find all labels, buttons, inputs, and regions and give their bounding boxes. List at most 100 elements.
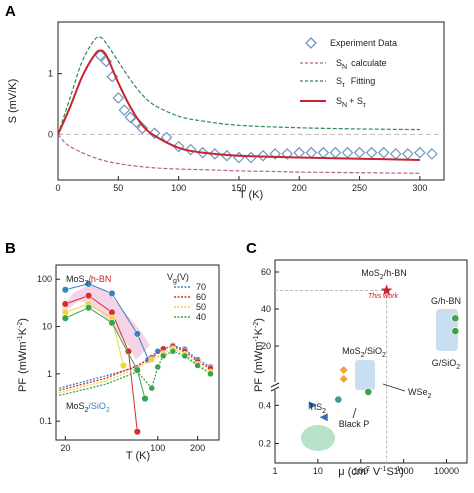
panel-b-legend-title: Vg(V) xyxy=(167,272,189,285)
b-legend-label-40: 40 xyxy=(196,312,206,322)
c-y-tick-label: 0.2 xyxy=(258,438,271,448)
b-y-tick-label: 10 xyxy=(42,322,52,332)
c-point-circle-2 xyxy=(451,327,460,336)
a-experiment-point xyxy=(112,92,125,104)
b-hbn-point-50 xyxy=(119,361,128,370)
a-experiment-point xyxy=(341,146,354,159)
panel-a-x-ticks: 0 50 100 150 200 250 300 xyxy=(55,176,427,193)
b-hbn-point-70 xyxy=(108,289,116,298)
a-series-line-1 xyxy=(57,134,420,174)
legend-diamond-marker xyxy=(305,37,317,49)
b-sio2-line-40 xyxy=(59,350,211,397)
a-experiment-point xyxy=(94,49,107,62)
b-hbn-point-40 xyxy=(61,314,69,322)
c-y-tick-label: 40 xyxy=(261,304,271,314)
b-sio2-point-50 xyxy=(148,356,156,363)
c-point-circle-1 xyxy=(451,314,460,323)
a-experiment-point xyxy=(377,146,390,159)
b-hbn-point-50 xyxy=(61,308,69,316)
panel-b-series xyxy=(59,280,214,436)
panel-a-x-label: T (K) xyxy=(239,189,263,201)
label-this-work: This work xyxy=(368,293,398,300)
c-x-tick-label: 10 xyxy=(313,466,323,476)
b-sio2-point-40 xyxy=(148,384,156,392)
b-x-tick-label: 200 xyxy=(190,443,205,453)
b-hbn-point-60 xyxy=(133,428,141,436)
panel-c-frame xyxy=(274,259,468,464)
mos2-sio2-shade xyxy=(355,360,375,390)
c-point-star xyxy=(380,284,393,296)
b-x-tick-label: 100 xyxy=(150,443,165,453)
c-x-tick-label: 1 xyxy=(272,466,277,476)
a-x-tick-label: 0 xyxy=(55,183,60,193)
tis2-shade xyxy=(301,425,335,451)
c-point-triangle xyxy=(308,401,317,410)
b-hbn-point-60 xyxy=(61,300,69,308)
c-x-tick-label: 1000 xyxy=(394,466,414,476)
a-experiment-point xyxy=(233,151,245,164)
label-black-p: Black P xyxy=(339,419,370,429)
b-hbn-line-50 xyxy=(65,303,124,366)
b-legend-label-50: 50 xyxy=(196,302,206,312)
panel-a-chart: 0 50 100 150 200 250 300 0 1 T (K) S (mV/K) Exp… xyxy=(7,21,445,201)
panel-letter-a: A xyxy=(5,3,16,20)
a-x-tick-label: 150 xyxy=(231,183,246,193)
a-x-tick-label: 50 xyxy=(113,183,123,193)
a-experiment-point xyxy=(305,146,318,159)
panel-b-sio2-label: MoS2/SiO2 xyxy=(66,401,110,414)
panel-b-chart: 20 100 200 0.1 1 10 100 T (K) PF(mWm-1K-2) Mo… xyxy=(17,264,220,462)
panel-a-legend: Experiment Data SN calculate Sτ Fitting SN… xyxy=(300,37,397,109)
a-series-line-3 xyxy=(57,49,420,161)
c-y-tick-label: 0.4 xyxy=(258,400,271,410)
b-hbn-point-70 xyxy=(85,280,93,288)
a-experiment-point xyxy=(329,146,342,159)
panel-b-hbn-shade xyxy=(62,285,150,360)
b-sio2-point-40 xyxy=(194,362,201,369)
c-y-tick-label: 60 xyxy=(261,267,271,277)
c-point-circle-4 xyxy=(364,388,373,396)
label-wse2: WSe2 xyxy=(408,387,432,400)
c-point-diamond xyxy=(339,366,348,375)
legend-stau-label: Sτ Fitting xyxy=(336,76,375,89)
panel-c-x-label: μ (cm2 V-1S-1) xyxy=(338,466,404,478)
a-experiment-point xyxy=(426,148,438,160)
a-experiment-point xyxy=(136,122,149,135)
b-sio2-point-40 xyxy=(181,352,189,360)
b-sio2-point-40 xyxy=(160,352,167,360)
b-hbn-point-40 xyxy=(85,304,93,312)
panel-c-points xyxy=(308,284,460,422)
a-x-tick-label: 100 xyxy=(171,183,186,193)
a-experiment-point xyxy=(389,148,402,160)
panel-letter-c: C xyxy=(246,240,257,257)
b-hbn-point-40 xyxy=(108,319,116,327)
b-y-tick-label: 0.1 xyxy=(39,416,52,426)
a-y-tick-label: 1 xyxy=(48,69,53,79)
a-experiment-point xyxy=(172,140,185,153)
panel-c-y-ticks: 20 40 60 0.2 0.4 xyxy=(258,267,279,448)
a-x-tick-label: 250 xyxy=(352,183,367,193)
panel-b-x-ticks: 20 100 200 xyxy=(60,436,205,453)
wse2-arrow xyxy=(382,383,406,392)
c-y-tick-label: 20 xyxy=(261,341,271,351)
a-experiment-point xyxy=(317,146,330,159)
panel-a-frame xyxy=(57,21,445,181)
a-series-line-2 xyxy=(57,36,420,135)
a-y-tick-label: 0 xyxy=(48,129,53,139)
panel-c-chart: 1 10 100 1000 10000 20 40 60 0.2 0.4 μ (cm2 V-1S… xyxy=(253,259,468,478)
legend-sn-label: SN calculate xyxy=(336,58,387,71)
b-hbn-point-40 xyxy=(133,366,141,374)
panel-a-series xyxy=(57,36,438,174)
a-experiment-point xyxy=(365,146,378,159)
panel-b-y-label: PF(mWm-1K-2) xyxy=(17,318,29,392)
b-hbn-point-60 xyxy=(108,308,116,316)
label-tis2: TiS2 xyxy=(309,402,326,415)
label-g-hbn: G/h-BN xyxy=(431,296,461,306)
a-experiment-point xyxy=(118,104,131,116)
b-hbn-point-70 xyxy=(61,286,69,294)
c-x-tick-label: 10000 xyxy=(434,466,459,476)
legend-sum-label: SN + Sτ xyxy=(336,96,366,109)
panel-a-y-label: S (mV/K) xyxy=(7,79,19,124)
b-legend-label-60: 60 xyxy=(196,292,206,302)
